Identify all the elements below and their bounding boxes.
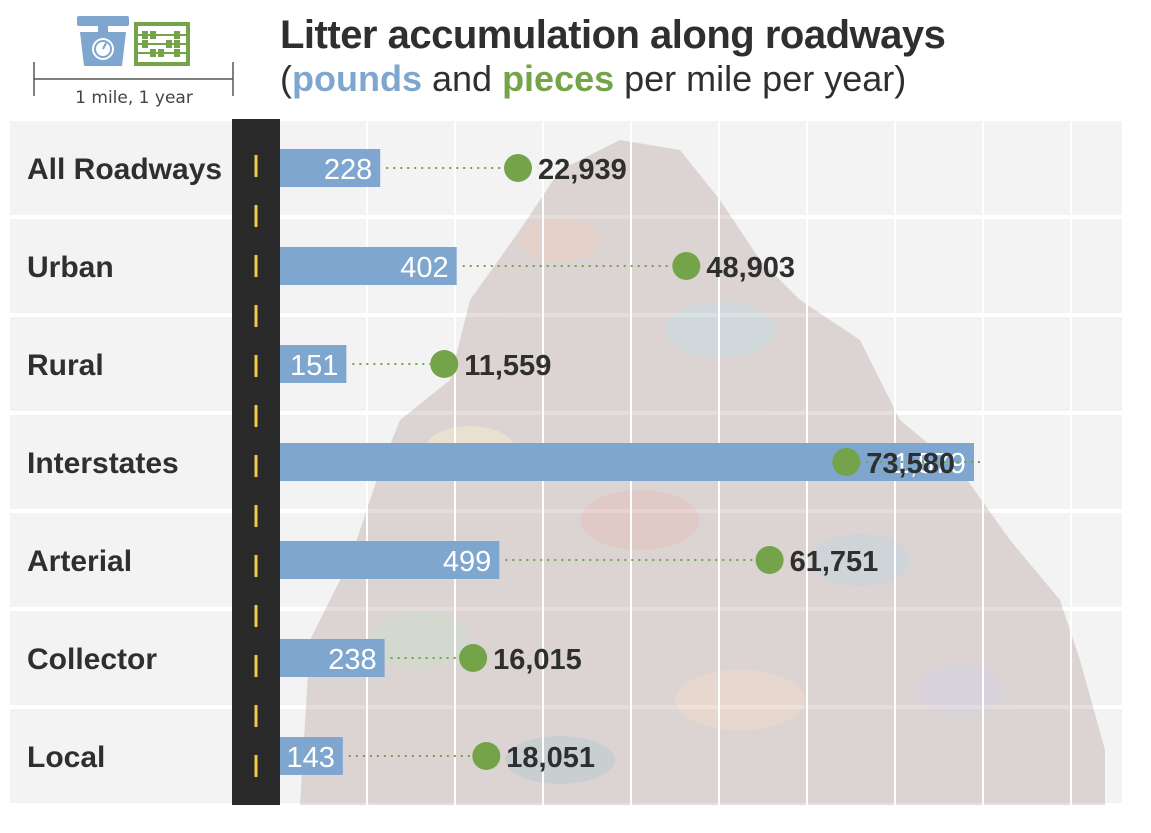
road-lane-marking [254,605,258,627]
chart-subtitle: (pounds and pieces per mile per year) [280,58,945,100]
chart-title: Litter accumulation along roadways [280,13,946,57]
road-lane-marking [254,705,258,727]
road-lane-marking [254,555,258,577]
pieces-dot [755,546,784,574]
pounds-bar [280,737,343,775]
road-lane-marking [254,355,258,377]
category-label: Rural [27,349,104,382]
pounds-bar [280,149,381,187]
pounds-value-label: 228 [324,154,372,186]
pieces-dot [504,154,532,182]
category-label: Arterial [27,545,132,578]
plot-area: All Roadways 228 22,939 Urban 402 48,903 Rural… [10,119,1122,805]
subtitle-open: ( [280,58,292,99]
pieces-value-label: 11,559 [464,350,551,382]
pieces-dot [672,252,701,280]
category-label: Collector [27,643,157,676]
road-lane-marking [254,155,258,177]
row-backgrounds [10,121,1122,803]
pieces-dot [459,644,488,672]
pounds-bar [280,247,457,285]
pounds-value-label: 1,579 [893,448,966,480]
row-background [10,611,1122,705]
road-lane-marking [254,755,258,777]
pieces-value-label: 16,015 [493,644,582,676]
subtitle-and: and [421,58,503,99]
road-lane-marking [254,305,258,327]
subtitle-pounds: pounds [292,58,422,99]
pieces-dot [472,742,501,770]
road-lane-marking [254,455,258,477]
category-label: Urban [27,251,114,284]
title-block: Litter accumulation along roadways (poun… [280,12,946,100]
pounds-value-label: 499 [443,546,491,578]
abacus-icon [134,22,190,66]
row-background [10,219,1122,313]
pieces-value-label: 48,903 [706,252,795,284]
row-background [10,709,1122,803]
row-background [10,513,1122,607]
road-lane-marking [254,405,258,427]
pieces-value-label: 73,580 [866,448,955,480]
road-lane-marking [254,255,258,277]
pounds-value-label: 151 [290,350,338,382]
pieces-dot [430,350,459,378]
road-graphic [232,119,280,805]
category-label: Interstates [27,447,179,480]
unit-bracket [33,62,234,96]
scale-icon [77,16,129,66]
pounds-bar [280,541,500,579]
unit-label: 1 mile, 1 year [75,88,193,108]
subtitle-pieces: pieces [502,58,615,99]
chart-marks: All Roadways 228 22,939 Urban 402 48,903 Rural… [27,149,980,775]
pieces-value-label: 22,939 [538,154,627,186]
pieces-dot [832,448,861,476]
road-lane-marking [254,505,258,527]
pieces-value-label: 61,751 [790,546,879,578]
category-label: Local [27,741,105,774]
pounds-bar [280,639,385,677]
road-lane-marking [254,205,258,227]
road-lane-marking [254,655,258,677]
pounds-value-label: 143 [286,742,334,774]
pounds-bar [280,345,347,383]
subtitle-rest: per mile per year) [614,58,907,99]
pounds-value-label: 402 [400,252,448,284]
category-label: All Roadways [27,153,222,186]
pounds-value-label: 238 [328,644,376,676]
row-background [10,121,1122,215]
row-background [10,317,1122,411]
pieces-value-label: 18,051 [506,742,595,774]
